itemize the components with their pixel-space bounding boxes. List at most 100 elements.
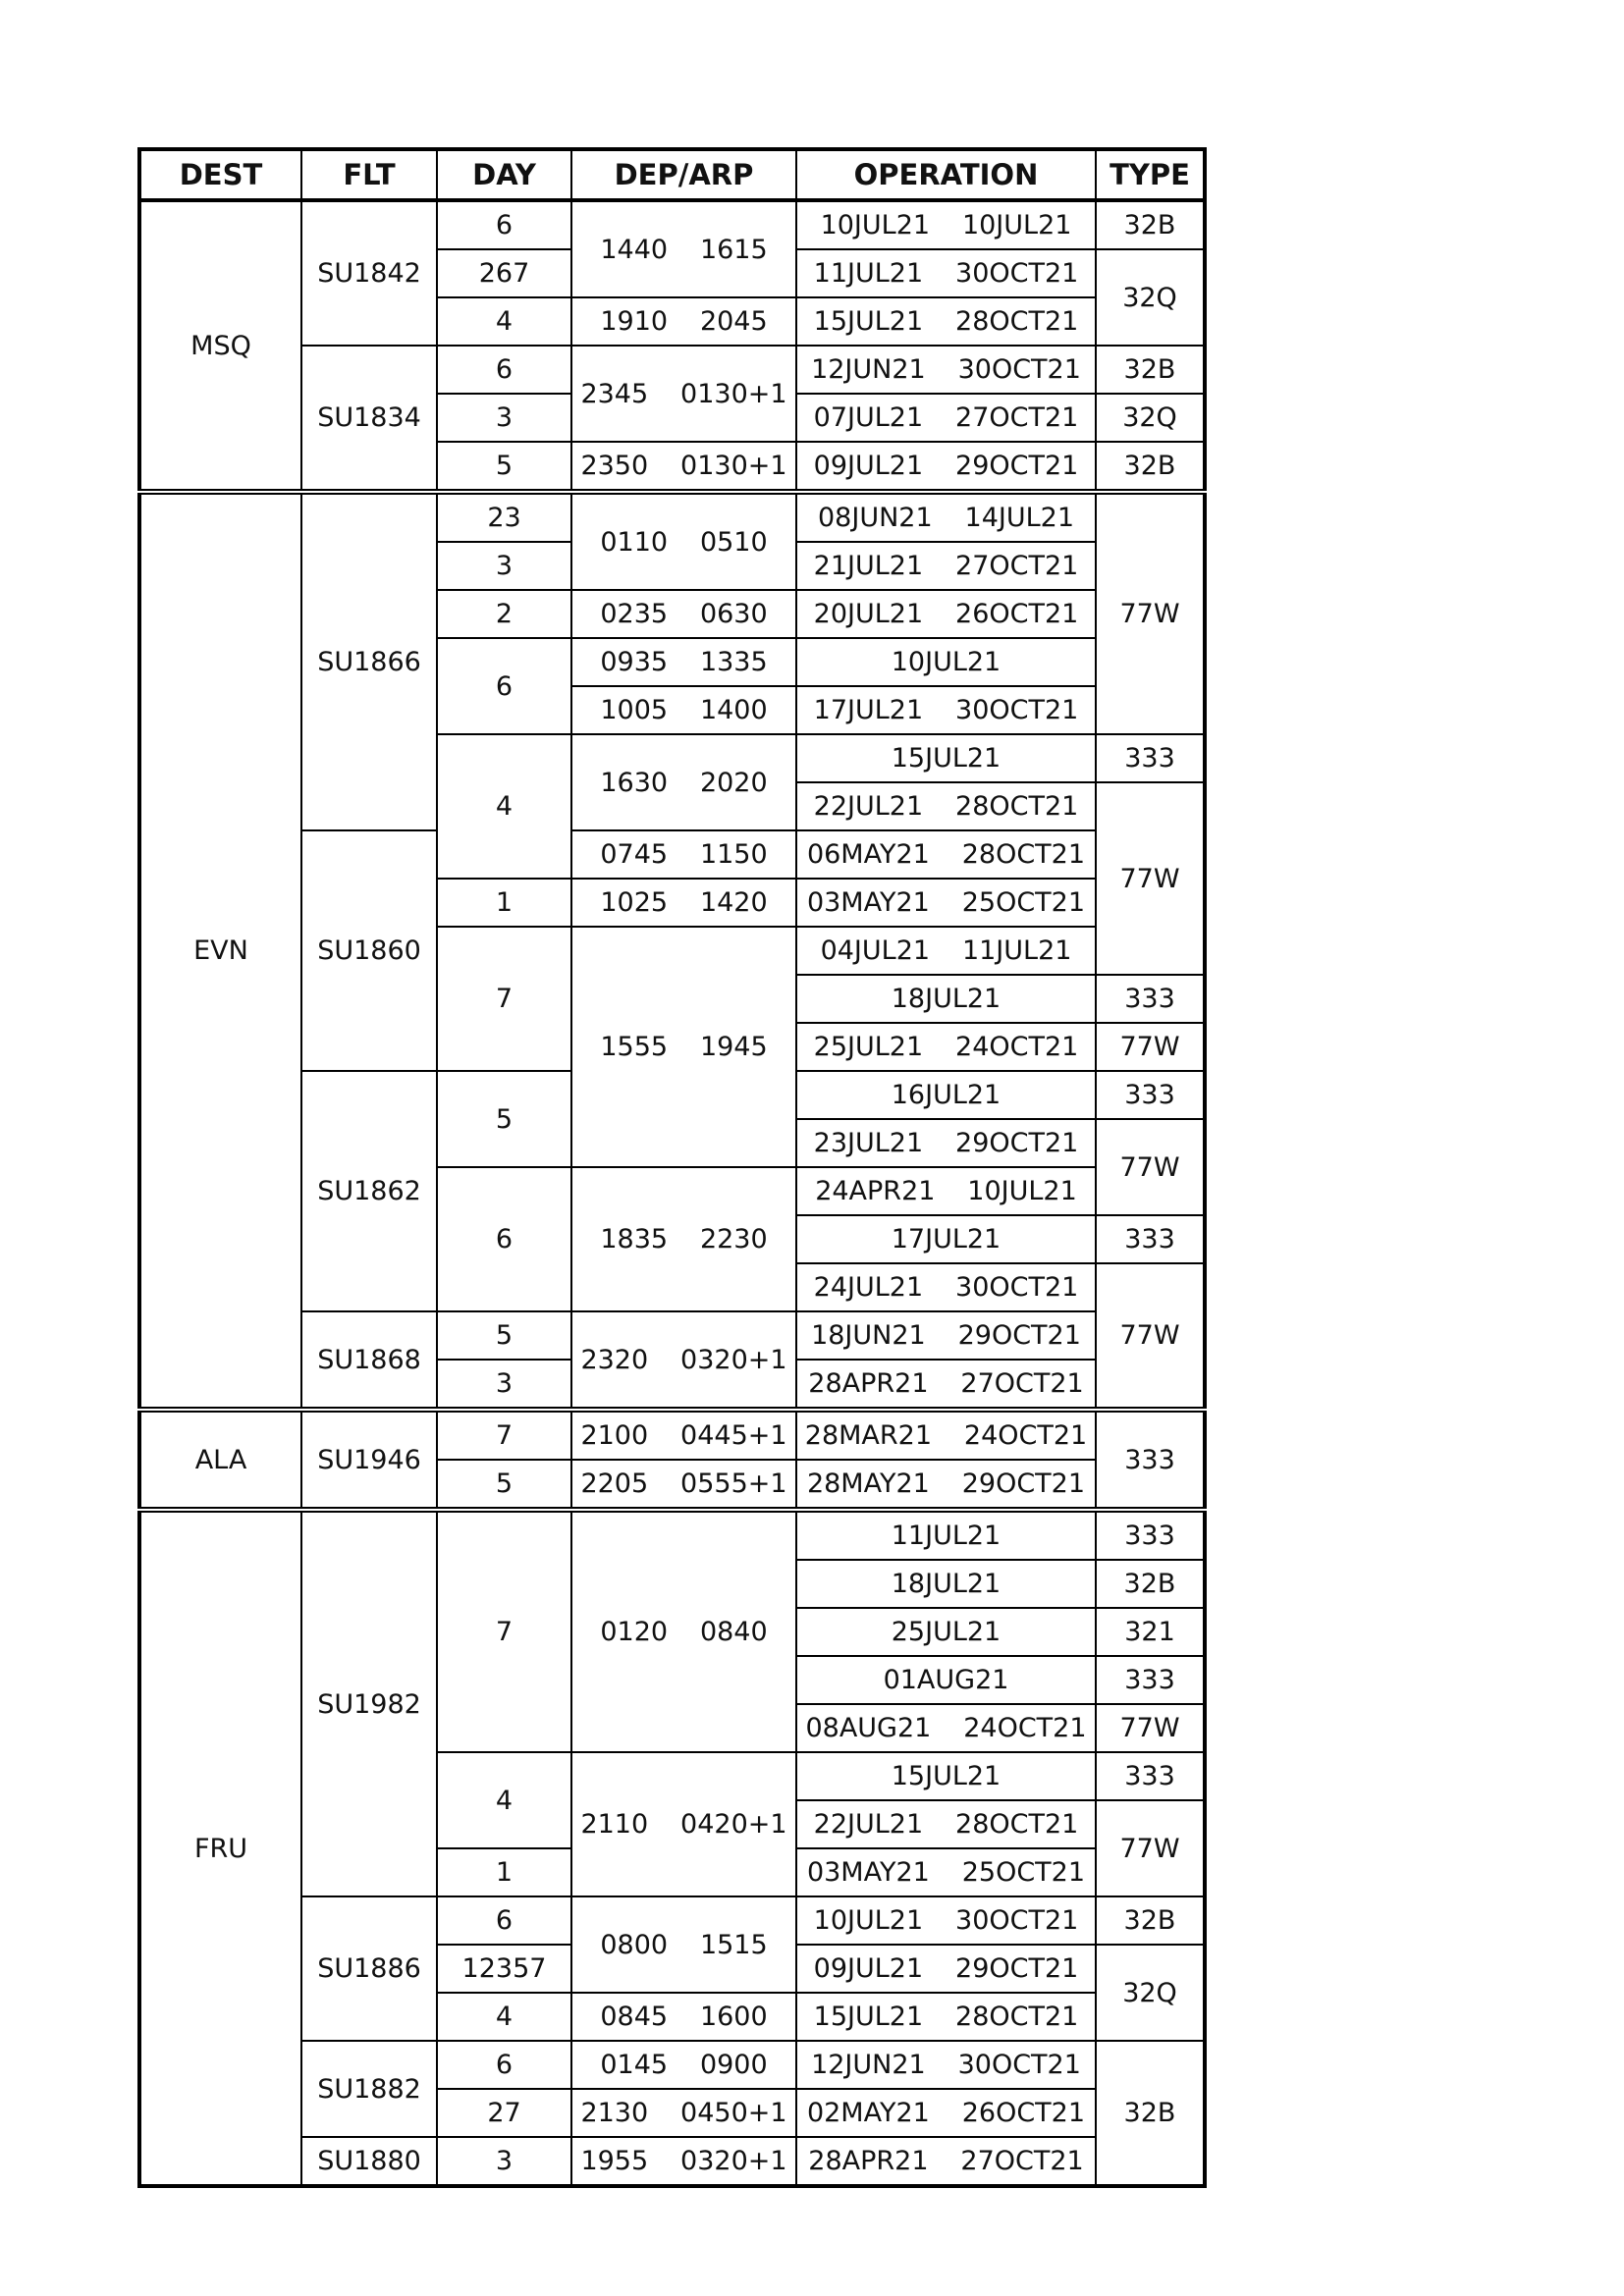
table-cell: 24APR21 10JUL21	[795, 1166, 1097, 1216]
table-body: MSQ SU1842 6 1440 1615 10JUL21 10JUL21 32B 267…	[138, 199, 1206, 2187]
table-cell: 1025 1420	[570, 878, 797, 928]
table-row: 4 0845 1600 15JUL21 28OCT21	[139, 1992, 1205, 2042]
table-cell: 17JUL21 30OCT21	[795, 685, 1097, 735]
table-cell: SU1842	[300, 199, 438, 347]
table-row: 4 1630 2020 15JUL21 333	[139, 733, 1206, 880]
table-cell: 1910 2045	[570, 296, 797, 347]
table-cell: 10JUL21 30OCT21	[795, 1896, 1097, 1946]
table-cell: 25JUL21	[795, 1607, 1097, 1657]
table-row: 27 2130 0450+1 02MAY21 26OCT21	[139, 2088, 1205, 2138]
table-row: 6 0935 1335 10JUL21	[139, 637, 1205, 735]
table-cell: 18JUL21	[795, 1559, 1097, 1609]
table-cell: 2110 0420+1	[570, 1751, 797, 1897]
table-cell: 15JUL21	[795, 733, 1097, 783]
table-cell: 03MAY21 25OCT21	[795, 1847, 1097, 1897]
table-cell: 32B	[1095, 345, 1206, 395]
table-cell: 32B	[1095, 2040, 1206, 2187]
table-cell: 4	[436, 1751, 572, 1849]
table-cell: 5	[436, 1459, 572, 1511]
table-row: SU1880 3 1955 0320+1 28APR21 27OCT21	[139, 2136, 1205, 2187]
header-row: DEST FLT DAY DEP/ARP OPERATION TYPE	[138, 148, 1206, 202]
table-cell: 04JUL21 11JUL21	[795, 926, 1097, 976]
table-cell: SU1882	[300, 2040, 438, 2138]
table-cell: 77W	[1095, 1262, 1206, 1411]
table-row: 18JUL21 32B	[139, 1559, 1206, 1609]
table-cell: 333	[1095, 1751, 1206, 1801]
table-cell: 03MAY21 25OCT21	[795, 878, 1097, 928]
table-cell: 1440 1615	[570, 199, 797, 298]
table-cell: 1630 2020	[570, 733, 797, 831]
table-row: 24JUL21 30OCT21 77W	[139, 1262, 1206, 1411]
table-cell: 32Q	[1095, 248, 1206, 347]
table-cell: 12JUN21 30OCT21	[795, 345, 1097, 395]
table-row: 4 1910 2045 15JUL21 28OCT21	[139, 296, 1205, 347]
table-row: 1 1025 1420 03MAY21 25OCT21	[139, 878, 1205, 928]
table-cell: 17JUL21	[795, 1214, 1097, 1264]
table-cell: 6	[436, 345, 572, 395]
table-cell: 28MAY21 29OCT21	[795, 1459, 1097, 1511]
header-cell: DEP/ARP	[570, 148, 797, 202]
table-row: 23JUL21 29OCT21 77W	[139, 1118, 1206, 1216]
table-cell: 333	[1095, 974, 1206, 1024]
table-cell: 1835 2230	[570, 1166, 797, 1312]
table-row: 22JUL21 28OCT21 77W	[139, 1799, 1206, 1897]
table-cell: 7	[436, 926, 572, 1072]
table-row: 2 0235 0630 20JUL21 26OCT21	[139, 589, 1205, 639]
table-row: 3 28APR21 27OCT21	[139, 1359, 1205, 1411]
table-cell: 15JUL21	[795, 1751, 1097, 1801]
table-cell: 10JUL21	[795, 637, 1097, 687]
table-cell: 32B	[1095, 199, 1206, 250]
table-row: 5 2205 0555+1 28MAY21 29OCT21	[139, 1459, 1205, 1511]
table-cell: 77W	[1095, 1703, 1206, 1753]
header-cell: DAY	[436, 148, 572, 202]
table-row: 3 21JUL21 27OCT21	[139, 541, 1205, 591]
table-row: SU1882 6 0145 0900 12JUN21 30OCT21 32B	[139, 2040, 1206, 2187]
table-row: 08AUG21 24OCT21 77W	[139, 1703, 1206, 1753]
table-cell: 23JUL21 29OCT21	[795, 1118, 1097, 1168]
table-row: 18JUL21 333	[139, 974, 1206, 1024]
table-cell: 08JUN21 14JUL21	[795, 489, 1097, 543]
table-cell: 0845 1600	[570, 1992, 797, 2042]
table-cell: 4	[436, 733, 572, 880]
table-cell: SU1862	[300, 1070, 438, 1312]
table-cell: 15JUL21 28OCT21	[795, 296, 1097, 347]
table-cell: 77W	[1095, 1022, 1206, 1072]
table-cell: 1	[436, 1847, 572, 1897]
table-cell: SU1946	[300, 1407, 438, 1511]
table-cell: SU1886	[300, 1896, 438, 2042]
table-cell: 16JUL21	[795, 1070, 1097, 1120]
table-cell: 1555 1945	[570, 926, 797, 1168]
table-cell: 333	[1095, 1507, 1206, 1561]
table-cell: 0745 1150	[570, 829, 797, 880]
table-row: 17JUL21 333	[139, 1214, 1206, 1264]
table-cell: 5	[436, 1310, 572, 1361]
table-row: 7 1555 1945 04JUL21 11JUL21	[139, 926, 1205, 1168]
table-cell: 6	[436, 2040, 572, 2090]
table-cell: 22JUL21 28OCT21	[795, 781, 1097, 831]
table-cell: 6	[436, 1166, 572, 1312]
table-cell: 0235 0630	[570, 589, 797, 639]
table-row: 12357 09JUL21 29OCT21 32Q	[139, 1944, 1206, 2042]
table-cell: 6	[436, 637, 572, 735]
table-cell: 0935 1335	[570, 637, 797, 687]
table-row: MSQ SU1842 6 1440 1615 10JUL21 10JUL21 32B	[138, 199, 1206, 493]
table-cell: 28APR21 27OCT21	[795, 1359, 1097, 1411]
table-cell: 77W	[1095, 1118, 1206, 1216]
table-cell: 5	[436, 1070, 572, 1168]
table-cell: 18JUN21 29OCT21	[795, 1310, 1097, 1361]
table-row: 5 2350 0130+1 09JUL21 29OCT21 32B	[139, 441, 1206, 493]
table-cell: 7	[436, 1507, 572, 1753]
table-cell: 3	[436, 2136, 572, 2187]
table-cell: MSQ	[138, 199, 302, 493]
table-cell: 2350 0130+1	[570, 441, 797, 493]
table-cell: SU1834	[300, 345, 438, 493]
table-cell: 2130 0450+1	[570, 2088, 797, 2138]
table-cell: 1955 0320+1	[570, 2136, 797, 2187]
table-cell: 267	[436, 248, 572, 298]
table-cell: 321	[1095, 1607, 1206, 1657]
table-cell: 333	[1095, 1407, 1206, 1511]
table-cell: 4	[436, 1992, 572, 2042]
table-cell: 22JUL21 28OCT21	[795, 1799, 1097, 1849]
table-cell: 77W	[1095, 489, 1206, 735]
table-row: ALA SU1946 7 2100 0445+1 28MAR21 24OCT21 333	[138, 1407, 1206, 1511]
